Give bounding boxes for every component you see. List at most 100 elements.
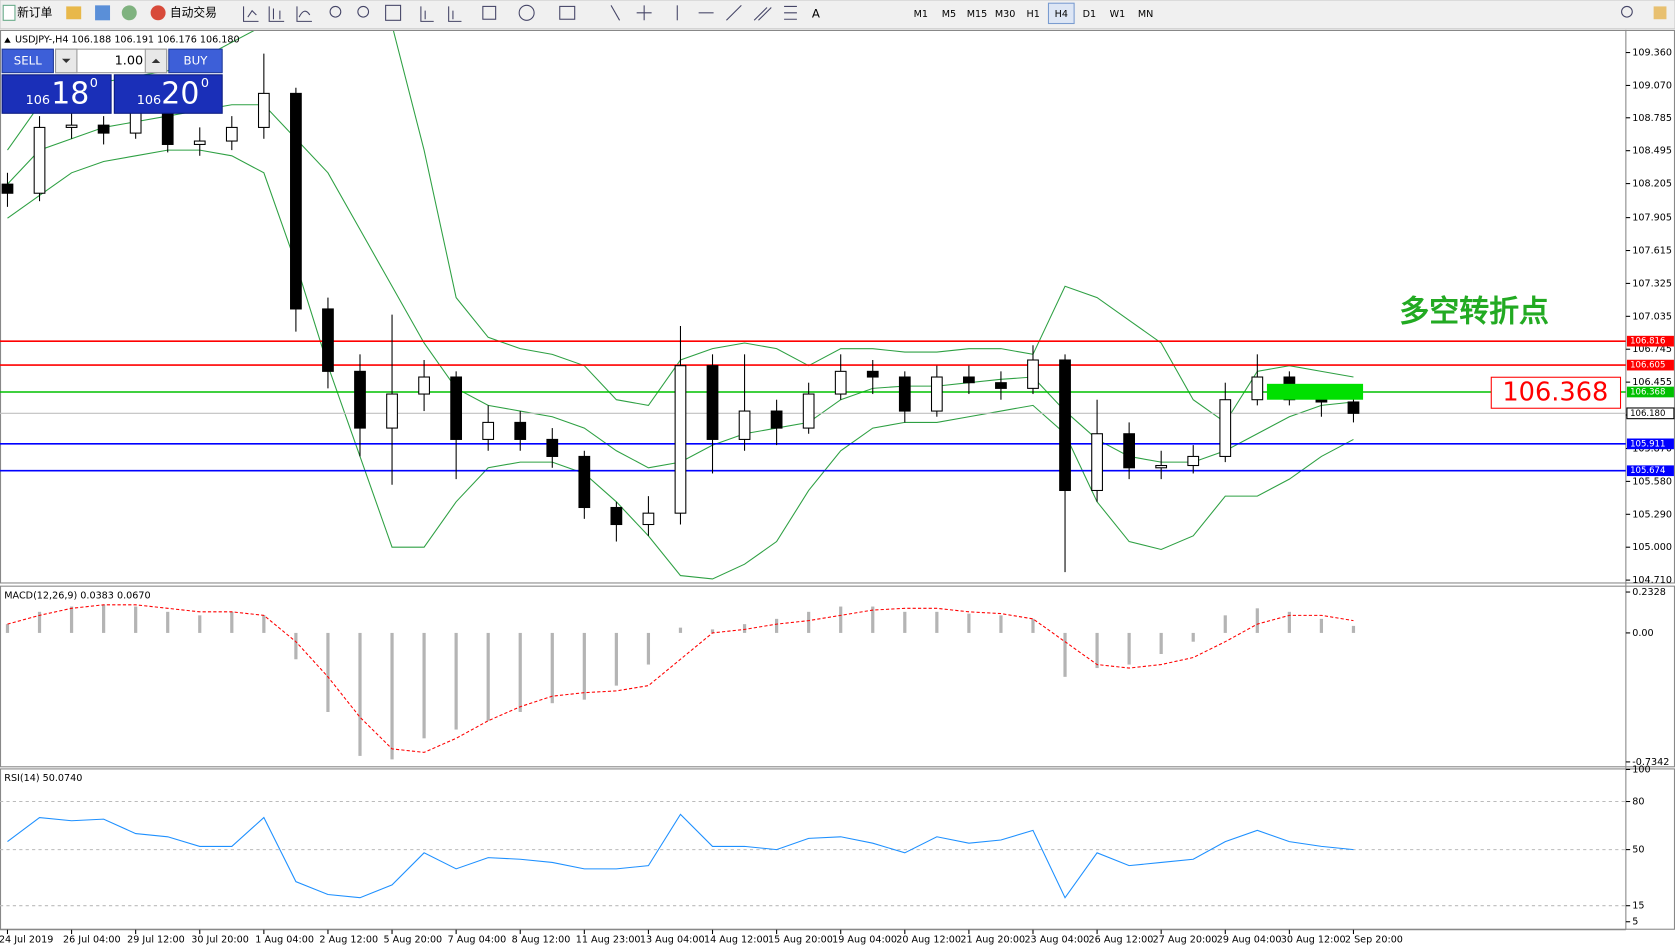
timeframe-button[interactable]: D1 bbox=[1083, 9, 1097, 20]
timeframe-button[interactable]: H4 bbox=[1055, 9, 1068, 20]
candle-body bbox=[1315, 399, 1328, 403]
x-tick-label: 8 Aug 12:00 bbox=[512, 934, 571, 945]
x-tick-label: 20 Aug 12:00 bbox=[896, 934, 961, 945]
new-order-button[interactable]: 新订单 bbox=[2, 4, 53, 21]
lot-value[interactable]: 1.00 bbox=[115, 53, 144, 68]
price-level-tag bbox=[1626, 407, 1675, 420]
auto-trading-button[interactable]: 自动交易 bbox=[150, 5, 217, 21]
macd-bar bbox=[486, 632, 490, 721]
candle-body bbox=[1155, 464, 1168, 469]
macd-bar bbox=[678, 627, 683, 633]
x-tick-label: 24 Jul 2019 bbox=[0, 934, 53, 945]
panel-header: USDJPY-,H4 106.188 106.191 106.176 106.1… bbox=[15, 35, 240, 46]
macd-bar bbox=[1127, 632, 1131, 665]
x-tick-label: 26 Aug 12:00 bbox=[1089, 934, 1154, 945]
x-tick-label: 2 Sep 20:00 bbox=[1345, 934, 1403, 945]
callout-box bbox=[1490, 376, 1622, 409]
candle-body bbox=[642, 512, 655, 526]
bid-big[interactable]: 106 bbox=[26, 93, 50, 108]
header-marker bbox=[4, 37, 11, 43]
new-order-label[interactable]: 新订单 bbox=[17, 5, 52, 19]
candle-body bbox=[963, 376, 975, 384]
icon[interactable] bbox=[95, 5, 111, 21]
sell-button[interactable] bbox=[1, 48, 54, 74]
macd-bar bbox=[1191, 632, 1195, 642]
icon[interactable] bbox=[66, 6, 82, 20]
macd-bar bbox=[871, 606, 875, 633]
candle-body bbox=[161, 109, 174, 145]
y-tick-label: 108.205 bbox=[1632, 179, 1672, 190]
y-tick-label: 107.035 bbox=[1632, 311, 1672, 322]
timeframe-button[interactable]: M30 bbox=[995, 9, 1016, 20]
callout-label: 106.368 bbox=[1502, 377, 1608, 407]
macd-bar bbox=[967, 613, 971, 633]
icon[interactable] bbox=[1653, 6, 1667, 20]
y-tick-label: 105.000 bbox=[1632, 542, 1672, 553]
bid-box[interactable] bbox=[1, 74, 112, 114]
timeframe-bar: M1 M5 M15 M30 H1 H4 D1 W1 MN bbox=[914, 2, 1153, 25]
x-tick-label: 19 Aug 04:00 bbox=[832, 934, 897, 945]
price-level-tag bbox=[1626, 335, 1674, 347]
ask-point[interactable]: 0 bbox=[201, 76, 209, 91]
x-tick-label: 30 Aug 12:00 bbox=[1281, 934, 1346, 945]
ask-pips[interactable]: 20 bbox=[161, 77, 199, 112]
tool-icons[interactable] bbox=[243, 4, 797, 22]
buy-label[interactable]: BUY bbox=[184, 53, 209, 67]
sell-label[interactable]: SELL bbox=[14, 53, 42, 67]
macd-bar bbox=[422, 632, 426, 739]
macd-bar bbox=[1223, 615, 1227, 633]
candle-body bbox=[1059, 359, 1071, 492]
macd-bar bbox=[710, 629, 715, 633]
macd-bar bbox=[999, 615, 1003, 633]
timeframe-button[interactable]: M15 bbox=[967, 9, 988, 20]
macd-bar bbox=[518, 632, 522, 712]
candle-body bbox=[1123, 433, 1136, 469]
y-tick-label: -0.7342 bbox=[1632, 757, 1669, 768]
timeframe-button[interactable]: M5 bbox=[942, 9, 956, 20]
macd-bar bbox=[1255, 608, 1259, 633]
x-tick-label: 29 Aug 04:00 bbox=[1217, 934, 1282, 945]
candle-body bbox=[546, 438, 559, 457]
candle-body bbox=[450, 376, 463, 440]
candle-body bbox=[193, 140, 206, 145]
panel-plot bbox=[5, 604, 1356, 760]
ask-box[interactable] bbox=[113, 74, 223, 114]
macd-bar bbox=[390, 632, 394, 760]
candle-body bbox=[1027, 359, 1039, 389]
y-tick-label: 107.615 bbox=[1632, 246, 1672, 257]
candle-body bbox=[97, 124, 110, 134]
candle-body bbox=[578, 455, 591, 509]
active-timeframe bbox=[1047, 2, 1075, 25]
search-icon[interactable] bbox=[1621, 5, 1633, 18]
text-tool[interactable]: A bbox=[812, 6, 820, 20]
timeframe-button[interactable]: H1 bbox=[1027, 9, 1040, 20]
pivot-zone bbox=[1266, 383, 1364, 400]
x-tick-label: 14 Aug 12:00 bbox=[704, 934, 769, 945]
bid-point[interactable]: 0 bbox=[90, 76, 98, 91]
candle-body bbox=[995, 382, 1007, 389]
price-level-tag bbox=[1626, 359, 1674, 371]
macd-bar bbox=[69, 606, 74, 633]
price-level-label: 106.368 bbox=[1630, 387, 1665, 397]
candle-body bbox=[930, 376, 943, 412]
icon[interactable] bbox=[121, 5, 137, 21]
macd-bar bbox=[550, 632, 554, 704]
y-tick-label: 107.905 bbox=[1632, 213, 1672, 224]
auto-trading-label[interactable]: 自动交易 bbox=[170, 5, 217, 19]
candle-body bbox=[257, 92, 270, 128]
candle-body bbox=[866, 370, 879, 378]
y-tick-label: 5 bbox=[1632, 917, 1638, 928]
timeframe-button[interactable]: M1 bbox=[914, 9, 928, 20]
timeframe-button[interactable]: MN bbox=[1138, 9, 1153, 20]
price-level-tag bbox=[1626, 465, 1674, 477]
panel-header: RSI(14) 50.0740 bbox=[4, 773, 82, 784]
timeframe-button[interactable]: W1 bbox=[1110, 9, 1126, 20]
buy-button[interactable] bbox=[168, 48, 223, 74]
ask-big[interactable]: 106 bbox=[137, 93, 161, 108]
pivot-note: 多空转折点 bbox=[1399, 295, 1549, 330]
bid-pips[interactable]: 18 bbox=[51, 77, 89, 112]
macd-bar bbox=[903, 611, 907, 633]
price-level-label: 105.911 bbox=[1630, 439, 1665, 449]
macd-bar bbox=[935, 611, 939, 633]
